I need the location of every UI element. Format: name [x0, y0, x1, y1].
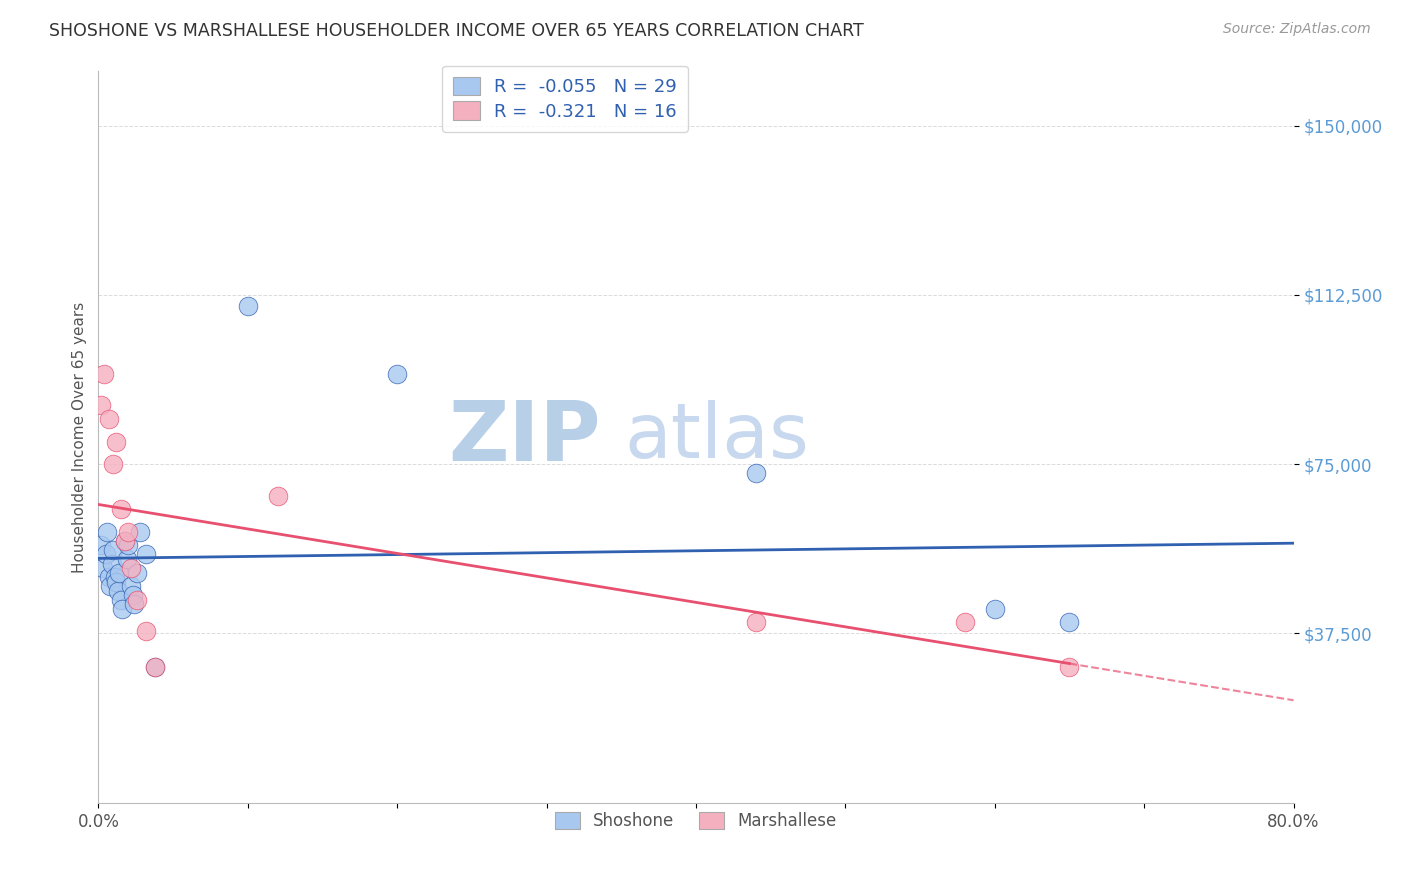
- Text: ZIP: ZIP: [449, 397, 600, 477]
- Point: [114, 533, 136, 548]
- Point: [745, 466, 768, 480]
- Point: [90, 399, 112, 413]
- Point: [111, 601, 134, 615]
- Legend: Shoshone, Marshallese: Shoshone, Marshallese: [547, 804, 845, 838]
- Point: [90, 538, 112, 552]
- Point: [129, 524, 152, 539]
- Point: [105, 574, 128, 589]
- Point: [107, 583, 129, 598]
- Point: [385, 367, 409, 381]
- Point: [97, 412, 120, 426]
- Point: [103, 457, 125, 471]
- Point: [127, 566, 149, 580]
- Point: [94, 548, 117, 562]
- Point: [117, 524, 139, 539]
- Point: [1059, 660, 1081, 674]
- Point: [103, 543, 125, 558]
- Text: Source: ZipAtlas.com: Source: ZipAtlas.com: [1223, 22, 1371, 37]
- Point: [1059, 615, 1081, 630]
- Point: [267, 489, 290, 503]
- Point: [143, 660, 166, 674]
- Point: [953, 615, 976, 630]
- Point: [110, 592, 132, 607]
- Point: [117, 538, 139, 552]
- Point: [93, 367, 115, 381]
- Point: [127, 592, 149, 607]
- Point: [105, 434, 128, 449]
- Point: [124, 597, 146, 611]
- Point: [236, 299, 259, 313]
- Point: [120, 561, 142, 575]
- Point: [101, 557, 124, 571]
- Point: [97, 570, 120, 584]
- Point: [143, 660, 166, 674]
- Point: [91, 561, 114, 575]
- Point: [115, 552, 138, 566]
- Point: [114, 533, 136, 548]
- Point: [984, 601, 1007, 615]
- Point: [121, 588, 143, 602]
- Point: [96, 524, 118, 539]
- Point: [98, 579, 122, 593]
- Point: [108, 566, 131, 580]
- Text: SHOSHONE VS MARSHALLESE HOUSEHOLDER INCOME OVER 65 YEARS CORRELATION CHART: SHOSHONE VS MARSHALLESE HOUSEHOLDER INCO…: [49, 22, 863, 40]
- Y-axis label: Householder Income Over 65 years: Householder Income Over 65 years: [72, 301, 87, 573]
- Point: [120, 579, 142, 593]
- Point: [745, 615, 768, 630]
- Point: [135, 624, 157, 639]
- Point: [104, 570, 127, 584]
- Point: [135, 548, 157, 562]
- Point: [110, 502, 132, 516]
- Text: atlas: atlas: [624, 401, 808, 474]
